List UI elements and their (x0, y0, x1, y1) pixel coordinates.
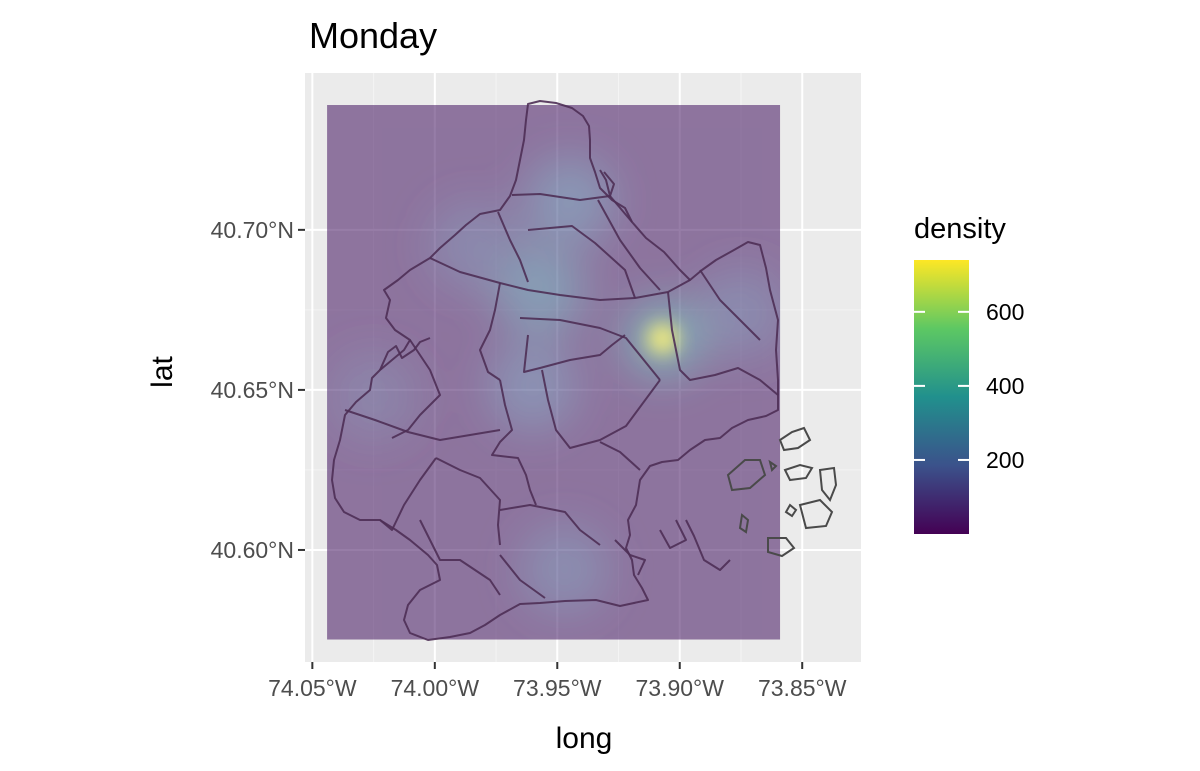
x-tick-label: 74.00°W (391, 675, 480, 701)
shoreline-detail (379, 337, 431, 371)
island-outline (818, 466, 838, 502)
district-boundary (667, 291, 779, 396)
shoreline-detail (685, 519, 731, 571)
district-boundary (519, 317, 661, 381)
density-hotspot (329, 352, 418, 441)
district-boundary (429, 257, 691, 301)
legend-ticks: 200 400 600 (914, 299, 1024, 473)
density-hotspot (520, 525, 609, 614)
density-fill (327, 105, 781, 640)
district-boundary (479, 282, 501, 381)
chart-title: Monday (309, 15, 437, 56)
district-boundary (491, 379, 537, 506)
district-boundary (497, 211, 529, 283)
shoreline-detail (659, 519, 687, 549)
island-outline (768, 459, 778, 472)
legend-tick-label: 400 (986, 373, 1024, 399)
district-boundary (499, 504, 601, 546)
district-boundary (499, 554, 546, 599)
district-boundary (527, 225, 636, 299)
density-hotspot (696, 269, 781, 358)
shoreline-detail (614, 539, 646, 576)
island-outline (778, 426, 812, 452)
island-outline (738, 513, 750, 534)
island-outline (726, 459, 767, 492)
legend-tick-label: 200 (986, 447, 1024, 473)
density-soft-layer (329, 157, 781, 614)
y-tick-label: 40.65°N (211, 377, 294, 403)
island-outline (767, 537, 796, 558)
district-boundary (511, 193, 633, 223)
legend: density 200 400 600 (914, 213, 1024, 534)
district-boundary (435, 457, 501, 546)
x-axis: 74.05°W 74.00°W 73.95°W 73.90°W 73.85°W (268, 662, 847, 701)
district-boundary (699, 269, 761, 341)
legend-title: density (914, 213, 1006, 245)
district-boundary (599, 441, 641, 471)
x-tick-label: 73.95°W (513, 675, 602, 701)
x-tick-label: 73.90°W (636, 675, 725, 701)
shoreline-detail (599, 169, 615, 197)
density-hotspot (525, 157, 614, 246)
density-hotspot (496, 246, 585, 335)
x-tick-label: 74.05°W (268, 675, 357, 701)
legend-colorbar (914, 260, 969, 534)
x-tick-label: 73.85°W (758, 675, 847, 701)
district-boundary (419, 519, 501, 596)
district-boundary (379, 457, 437, 531)
outer-boundary (331, 100, 779, 641)
y-tick-label: 40.70°N (211, 217, 294, 243)
island-outlines (726, 426, 838, 558)
district-boundary (597, 199, 661, 291)
district-boundary (541, 369, 661, 449)
y-axis: 40.70°N 40.65°N 40.60°N (211, 217, 305, 563)
borough-boundaries (331, 100, 779, 641)
island-outline (783, 463, 814, 482)
density-surface (327, 105, 781, 640)
legend-tick-label: 600 (986, 299, 1024, 325)
density-core-layer (646, 322, 679, 355)
island-outline (798, 498, 834, 530)
district-boundary (523, 334, 626, 373)
island-outline (784, 503, 798, 518)
y-axis-title: lat (146, 355, 179, 387)
density-peak (646, 322, 679, 355)
y-tick-label: 40.60°N (211, 537, 294, 563)
district-boundary (344, 409, 501, 441)
x-axis-title: long (556, 722, 613, 755)
